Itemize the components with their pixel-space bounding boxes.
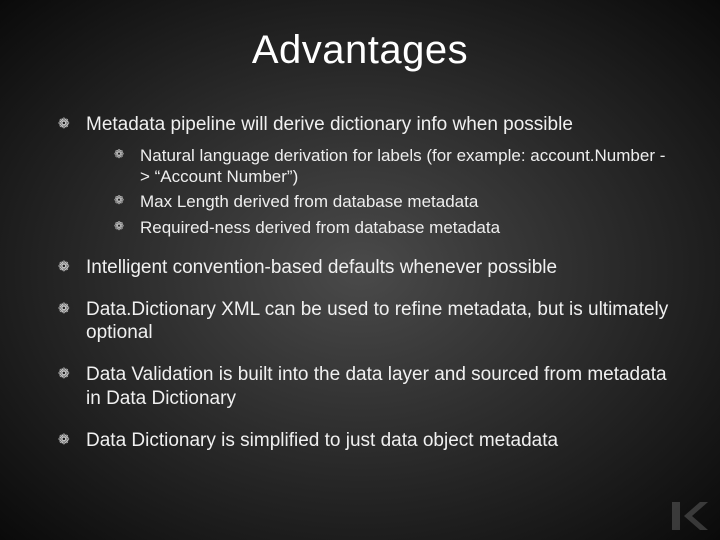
sub-bullet-item: Required-ness derived from database meta… xyxy=(114,217,670,238)
slide-title: Advantages xyxy=(50,28,670,73)
brand-logo-icon xyxy=(672,502,708,530)
sub-bullet-item: Natural language derivation for labels (… xyxy=(114,145,670,188)
bullet-list: Metadata pipeline will derive dictionary… xyxy=(50,113,670,452)
bullet-text: Data.Dictionary XML can be used to refin… xyxy=(86,299,668,344)
sub-bullet-text: Required-ness derived from database meta… xyxy=(140,218,500,237)
bullet-item: Data Validation is built into the data l… xyxy=(58,363,670,411)
sub-bullet-text: Max Length derived from database metadat… xyxy=(140,192,478,211)
bullet-text: Intelligent convention-based defaults wh… xyxy=(86,257,557,278)
bullet-item: Data.Dictionary XML can be used to refin… xyxy=(58,298,670,346)
slide: Advantages Metadata pipeline will derive… xyxy=(0,0,720,540)
bullet-item: Intelligent convention-based defaults wh… xyxy=(58,256,670,280)
bullet-item: Data Dictionary is simplified to just da… xyxy=(58,429,670,453)
bullet-item: Metadata pipeline will derive dictionary… xyxy=(58,113,670,238)
sub-bullet-item: Max Length derived from database metadat… xyxy=(114,191,670,212)
sub-bullet-text: Natural language derivation for labels (… xyxy=(140,146,665,186)
sub-bullet-list: Natural language derivation for labels (… xyxy=(86,145,670,238)
bullet-text: Data Validation is built into the data l… xyxy=(86,364,667,409)
bullet-text: Metadata pipeline will derive dictionary… xyxy=(86,114,573,135)
bullet-text: Data Dictionary is simplified to just da… xyxy=(86,430,558,451)
